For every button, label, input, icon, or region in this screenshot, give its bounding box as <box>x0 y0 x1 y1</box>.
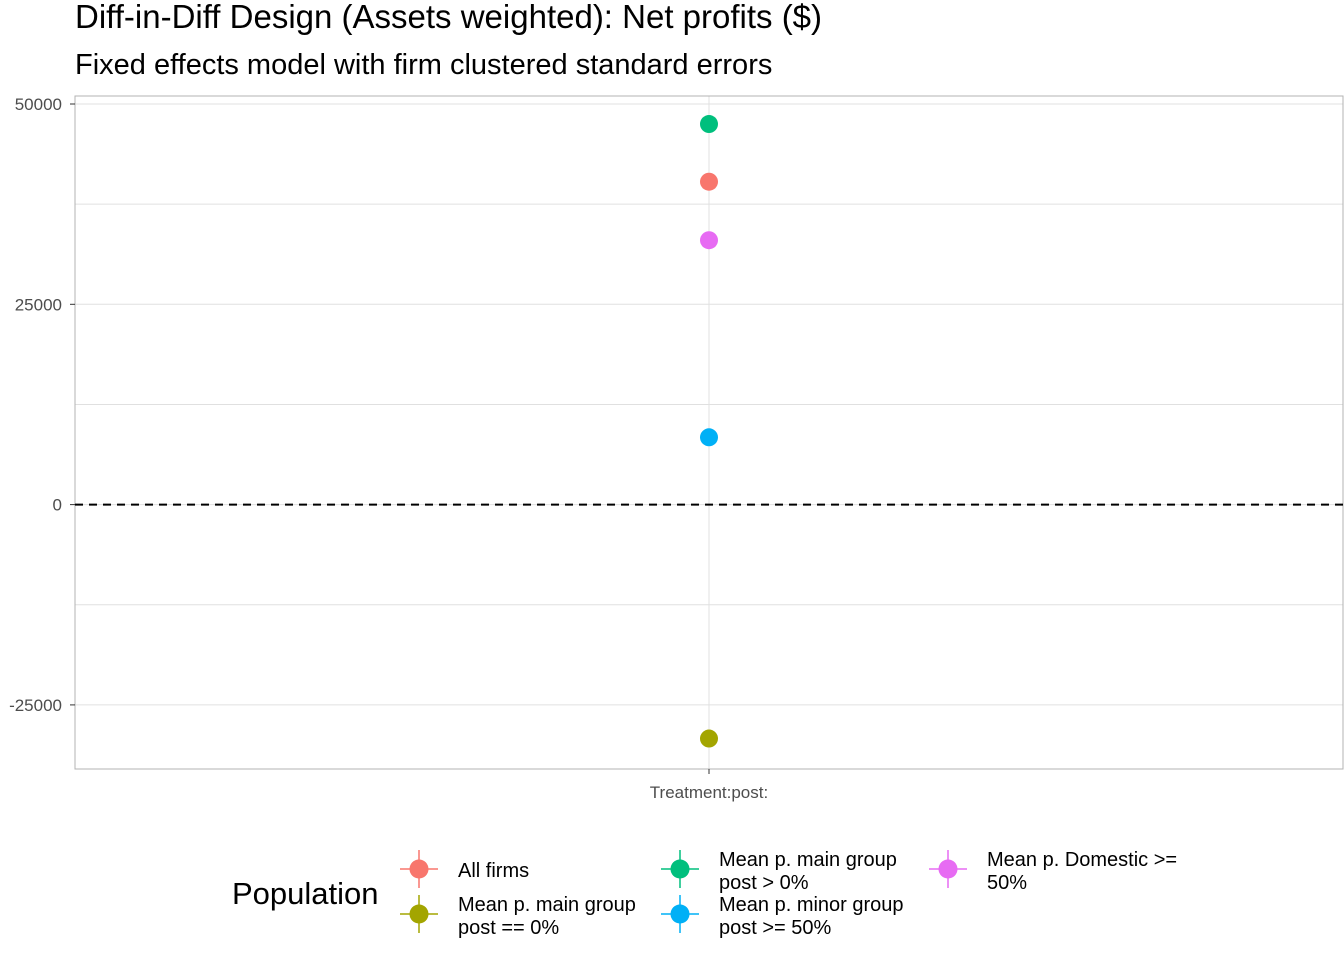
legend-item: Mean p. Domestic >= 50% <box>929 849 1177 894</box>
y-tick-label: 0 <box>53 496 62 515</box>
legend-label-line: 50% <box>987 872 1027 894</box>
legend-title: Population <box>232 876 379 911</box>
legend-label-line: Mean p. main group <box>719 849 897 871</box>
chart-title: Diff-in-Diff Design (Assets weighted): N… <box>75 0 822 35</box>
legend-key-point <box>670 904 690 924</box>
legend-key-point <box>409 859 429 879</box>
legend-label-line: Mean p. minor group <box>719 894 904 916</box>
x-tick-label: Treatment:post: <box>650 783 768 802</box>
y-tick-label: -25000 <box>9 696 62 715</box>
legend-label-line: Mean p. main group <box>458 894 636 916</box>
legend-label-line: post == 0% <box>458 917 559 939</box>
plot-area: -25000 0 25000 50000 Treatment:post: <box>9 95 1344 802</box>
legend-key-point <box>670 859 690 879</box>
data-point <box>700 172 718 191</box>
data-point <box>700 115 718 134</box>
data-point <box>700 729 718 748</box>
y-tick-label: 50000 <box>15 95 62 114</box>
y-tick-label: 25000 <box>15 295 62 314</box>
legend-item: Mean p. main group post > 0% <box>661 849 897 894</box>
legend-item: Mean p. main group post == 0% <box>400 894 636 939</box>
legend-label: Mean p. main group post == 0% <box>458 894 636 939</box>
legend-item: All firms <box>400 850 529 888</box>
legend-label-line: post > 0% <box>719 872 809 894</box>
legend-item: Mean p. minor group post >= 50% <box>661 894 904 939</box>
legend-label: Mean p. minor group post >= 50% <box>719 894 904 939</box>
legend-label: Mean p. main group post > 0% <box>719 849 897 894</box>
chart-subtitle: Fixed effects model with firm clustered … <box>75 49 772 81</box>
legend-key-point <box>938 859 958 879</box>
data-point <box>700 428 718 447</box>
data-point <box>700 231 718 250</box>
legend-key-point <box>409 904 429 924</box>
legend-label-line: Mean p. Domestic >= <box>987 849 1177 871</box>
legend-label: All firms <box>458 860 529 882</box>
legend-label: Mean p. Domestic >= 50% <box>987 849 1177 894</box>
legend-label-line: post >= 50% <box>719 917 832 939</box>
